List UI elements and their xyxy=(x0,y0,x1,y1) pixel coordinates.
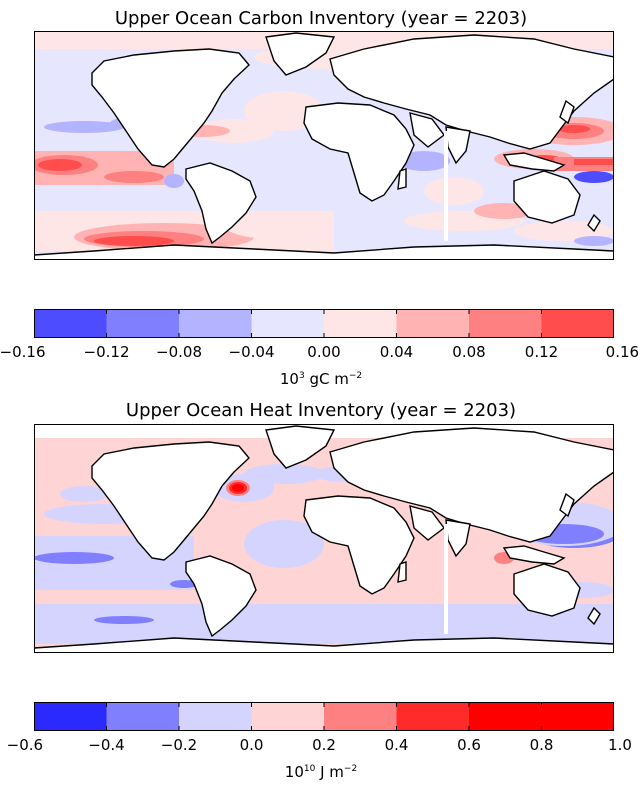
colorbar-tick-label: 0.12 xyxy=(524,343,559,361)
colorbar-tick-label: −0.16 xyxy=(0,343,46,361)
colorbar-segment xyxy=(251,702,325,731)
carbon-map-title: Upper Ocean Carbon Inventory (year = 220… xyxy=(114,8,528,29)
colorbar-tick-label: −0.04 xyxy=(228,343,275,361)
colorbar-tick-label: 0.8 xyxy=(529,736,554,754)
colorbar-tick-label: 0.2 xyxy=(312,736,336,754)
colorbar-segment xyxy=(179,309,252,338)
colorbar-tick-label: 0.4 xyxy=(384,736,409,754)
colorbar-segment xyxy=(396,702,470,731)
colorbar-tick-label: −0.12 xyxy=(83,343,130,361)
carbon-inventory-map xyxy=(34,31,614,260)
colorbar-tick-label: 0.16 xyxy=(605,343,640,361)
colorbar-segment xyxy=(106,309,180,338)
colorbar-tick-label: 0.00 xyxy=(307,343,341,361)
colorbar-segment xyxy=(34,309,107,338)
colorbar-tick-label: 0.0 xyxy=(239,736,264,754)
colorbar-tick-label: −0.08 xyxy=(156,343,202,361)
heat-colorbar-unit: 1010 J m−2 xyxy=(284,763,358,781)
colorbar-segment xyxy=(324,309,397,338)
carbon-colorbar-unit: 103 gC m−2 xyxy=(279,370,363,388)
colorbar-tick-label: −0.6 xyxy=(6,736,44,754)
colorbar-tick-label: −0.4 xyxy=(88,736,125,754)
colorbar-segment xyxy=(179,702,252,731)
colorbar-segment xyxy=(324,702,397,731)
colorbar-segment xyxy=(541,309,614,338)
colorbar-segment xyxy=(251,309,325,338)
colorbar-tick-label: 0.08 xyxy=(452,343,486,361)
heat-inventory-map xyxy=(34,424,614,653)
heat-colorbar xyxy=(34,702,614,731)
colorbar-segment xyxy=(469,702,542,731)
colorbar-tick-label: 0.04 xyxy=(379,343,414,361)
colorbar-segment xyxy=(396,309,470,338)
colorbar-segment xyxy=(541,702,614,731)
colorbar-tick-label: 0.6 xyxy=(457,736,481,754)
colorbar-segment xyxy=(34,702,107,731)
colorbar-segment xyxy=(106,702,180,731)
colorbar-tick-label: 1.0 xyxy=(608,736,632,754)
colorbar-tick-label: −0.2 xyxy=(160,736,198,754)
colorbar-segment xyxy=(469,309,542,338)
carbon-colorbar xyxy=(34,309,614,338)
heat-map-title: Upper Ocean Heat Inventory (year = 2203) xyxy=(125,400,517,421)
